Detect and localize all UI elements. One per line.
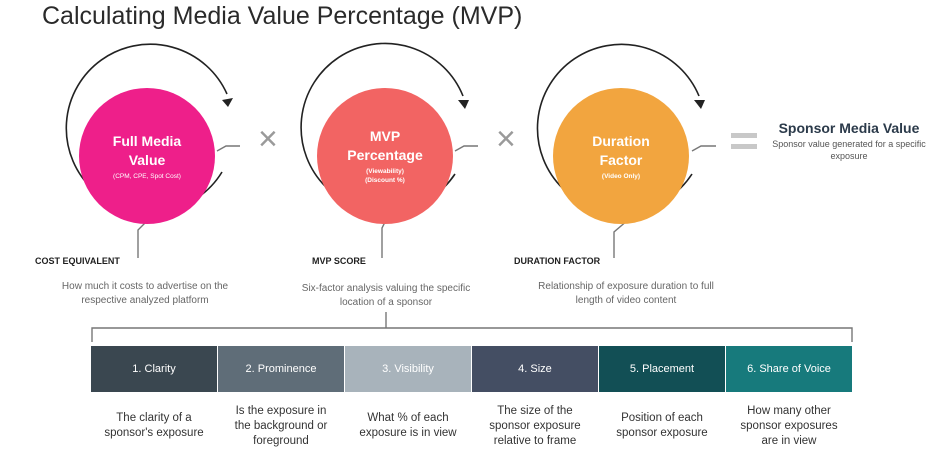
multiply-sign-1: × bbox=[258, 120, 278, 158]
circle-subtitle: (Discount %) bbox=[365, 177, 405, 184]
circle-title-line: Percentage bbox=[347, 147, 423, 163]
desc-line: relative to frame bbox=[493, 434, 577, 447]
mvp-percentage-circle: MVP Percentage (Viewability) (Discount %… bbox=[317, 88, 453, 224]
desc-line: exposure is in view bbox=[359, 427, 457, 439]
desc-line: The size of the bbox=[497, 404, 573, 417]
factor-label: 4. Size bbox=[518, 363, 552, 375]
desc-line: Position of each bbox=[621, 412, 703, 424]
circle-subtitle: (CPM, CPE, Spot Cost) bbox=[113, 172, 181, 180]
desc-line: respective analyzed platform bbox=[81, 295, 209, 306]
desc-line: sponsor exposure bbox=[616, 427, 708, 439]
circle-2-down-connector bbox=[381, 219, 387, 258]
desc-line: The clarity of a bbox=[116, 412, 192, 424]
circle-1-right-connector bbox=[216, 145, 240, 152]
circle-3-right-connector bbox=[691, 145, 716, 152]
circle-subtitle: (Viewability) bbox=[366, 168, 404, 175]
desc-line: Is the exposure in bbox=[235, 404, 327, 417]
factor-share-of-voice-header: 6. Share of Voice bbox=[726, 346, 852, 392]
circle-3-down-connector bbox=[613, 219, 629, 258]
full-media-value-circle: Full Media Value (CPM, CPE, Spot Cost) bbox=[79, 88, 215, 224]
sponsor-media-value-title: Sponsor Media Value bbox=[778, 120, 920, 136]
duration-factor-circle: Duration Factor (Video Only) bbox=[553, 88, 689, 224]
circle-2-arrowhead bbox=[458, 100, 469, 109]
cost-equivalent-desc: How much it costs to advertise on the re… bbox=[30, 280, 260, 308]
circle-1-down-connector bbox=[137, 219, 149, 258]
factor-size-header: 4. Size bbox=[472, 346, 598, 392]
duration-factor-heading: DURATION FACTOR bbox=[514, 256, 601, 266]
factor-label: 5. Placement bbox=[629, 363, 695, 375]
desc-line: Relationship of exposure duration to ful… bbox=[538, 281, 714, 292]
factor-placement-desc: Position of each sponsor exposure bbox=[599, 400, 725, 452]
desc-line: sponsor exposure bbox=[489, 419, 581, 432]
desc-line: sponsor exposures bbox=[740, 419, 838, 432]
desc-line: sponsor's exposure bbox=[104, 427, 204, 439]
factor-prominence-header: 2. Prominence bbox=[218, 346, 344, 392]
factor-label: 2. Prominence bbox=[245, 363, 317, 375]
circle-2-right-connector bbox=[454, 145, 478, 152]
circle-1-arrowhead bbox=[222, 98, 233, 107]
desc-line: foreground bbox=[253, 434, 309, 447]
circle-3-arrowhead bbox=[694, 100, 705, 109]
desc-line: How much it costs to advertise on the bbox=[61, 281, 229, 292]
desc-line: Six-factor analysis valuing the specific bbox=[301, 283, 471, 294]
sponsor-media-value-desc: Sponsor value generated for a specific e… bbox=[772, 139, 926, 161]
circle-title-line: Factor bbox=[599, 151, 643, 168]
factor-share-of-voice-desc: How many other sponsor exposures are in … bbox=[726, 400, 852, 452]
factor-prominence-desc: Is the exposure in the background or for… bbox=[218, 400, 344, 452]
desc-line: the background or bbox=[234, 419, 328, 432]
circle-title-line: MVP bbox=[369, 128, 401, 144]
page-title: Calculating Media Value Percentage (MVP) bbox=[42, 2, 523, 30]
equals-sign bbox=[731, 133, 757, 155]
circle-title-line: Value bbox=[128, 151, 166, 168]
desc-line: are in view bbox=[761, 434, 817, 447]
factor-size-desc: The size of the sponsor exposure relativ… bbox=[472, 400, 598, 452]
factor-placement-header: 5. Placement bbox=[599, 346, 725, 392]
circle-title-line: Full Media bbox=[112, 132, 182, 149]
desc-line: location of a sponsor bbox=[339, 297, 433, 308]
mvp-score-heading: MVP SCORE bbox=[312, 256, 366, 266]
circle-title-line: Duration bbox=[592, 132, 650, 149]
factor-label: 3. Visibility bbox=[382, 363, 434, 375]
factor-clarity-header: 1. Clarity bbox=[91, 346, 217, 392]
desc-line: length of video content bbox=[575, 295, 677, 306]
factor-visibility-header: 3. Visibility bbox=[345, 346, 471, 392]
multiply-sign-2: × bbox=[496, 120, 516, 158]
duration-factor-desc: Relationship of exposure duration to ful… bbox=[506, 280, 746, 308]
factor-visibility-desc: What % of each exposure is in view bbox=[345, 400, 471, 452]
circle-subtitle: (Video Only) bbox=[601, 172, 641, 180]
factors-bracket bbox=[91, 327, 853, 342]
desc-line: What % of each bbox=[367, 412, 449, 424]
mvp-score-desc: Six-factor analysis valuing the specific… bbox=[270, 282, 502, 310]
factor-clarity-desc: The clarity of a sponsor's exposure bbox=[91, 400, 217, 452]
desc-line: How many other bbox=[747, 404, 831, 417]
cost-equivalent-heading: COST EQUIVALENT bbox=[35, 256, 120, 266]
factor-label: 6. Share of Voice bbox=[747, 363, 831, 375]
factor-label: 1. Clarity bbox=[132, 363, 176, 375]
